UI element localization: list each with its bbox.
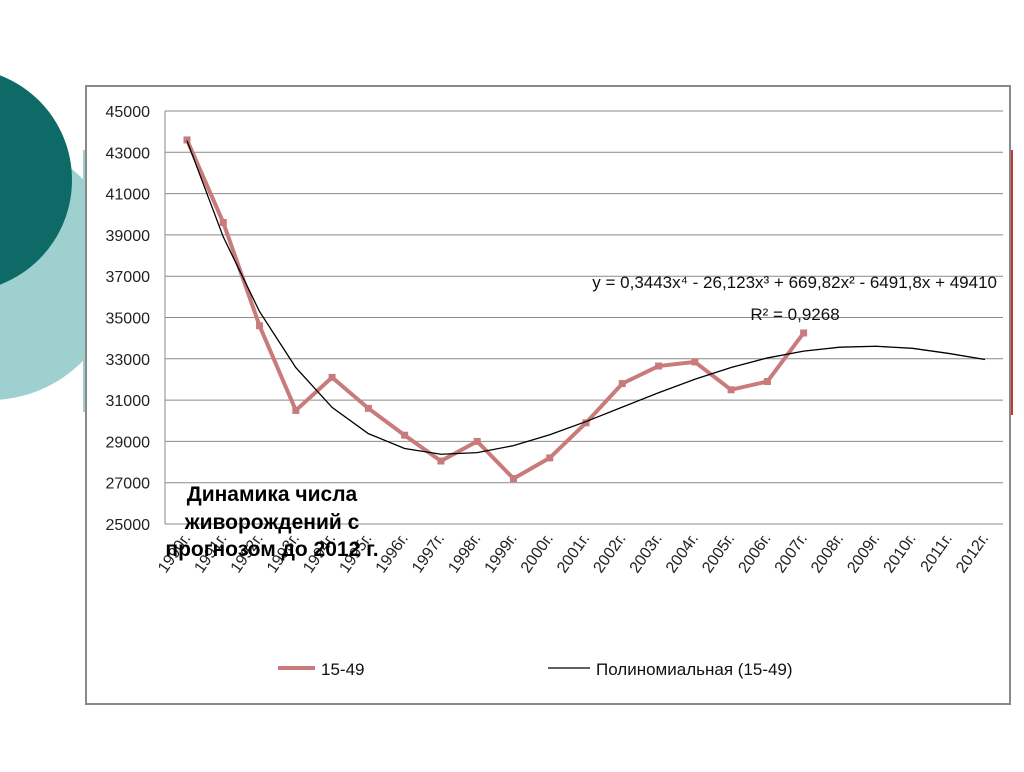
chart-title: живорождений с <box>184 511 360 534</box>
y-tick-label: 39000 <box>106 228 151 245</box>
point <box>364 404 372 412</box>
equation: y = 0,3443x⁴ - 26,123x³ + 669,82x² - 649… <box>592 273 997 292</box>
chart-title: прогнозом до 2012 г. <box>165 538 378 561</box>
y-tick-label: 35000 <box>106 311 151 328</box>
legend-label: 15-49 <box>321 660 364 679</box>
point <box>328 373 336 381</box>
y-tick-label: 43000 <box>106 145 151 162</box>
y-tick-label: 33000 <box>106 352 151 369</box>
point <box>292 406 300 414</box>
decor-bar <box>1010 150 1013 415</box>
y-tick-label: 45000 <box>106 104 151 121</box>
point <box>800 329 808 337</box>
chart-frame <box>85 85 1011 705</box>
point <box>546 454 554 462</box>
point <box>219 219 227 227</box>
y-tick-label: 25000 <box>106 517 151 534</box>
r-squared: R² = 0,9268 <box>750 305 839 324</box>
point <box>618 380 626 388</box>
point <box>763 378 771 386</box>
series-line <box>185 139 806 482</box>
chart-title: Динамика числа <box>187 483 358 506</box>
point <box>401 431 409 439</box>
y-tick-label: 31000 <box>106 393 151 410</box>
y-tick-label: 27000 <box>106 476 151 493</box>
point <box>582 419 590 427</box>
decor-circle <box>0 75 72 285</box>
trend-line <box>186 140 986 455</box>
point <box>473 437 481 445</box>
point <box>509 475 517 483</box>
point <box>655 362 663 370</box>
point <box>183 136 191 144</box>
point <box>727 386 735 394</box>
y-tick-label: 29000 <box>106 434 151 451</box>
point <box>437 457 445 465</box>
legend-label: Полиномиальная (15-49) <box>596 660 793 679</box>
point <box>256 322 264 330</box>
y-tick-label: 41000 <box>106 187 151 204</box>
point <box>691 358 699 366</box>
y-tick-label: 37000 <box>106 269 151 286</box>
decor-bar <box>83 150 86 412</box>
